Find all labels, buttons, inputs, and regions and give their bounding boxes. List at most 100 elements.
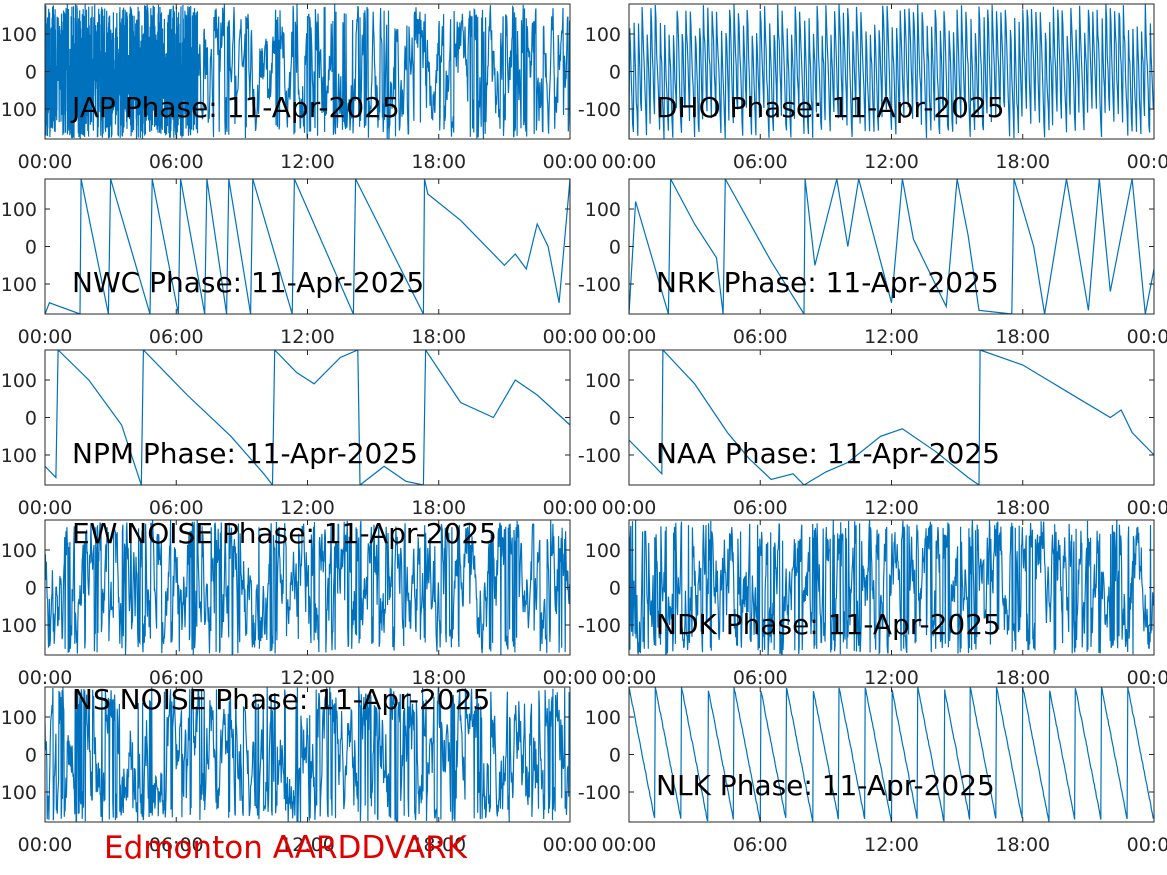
y-tick-label: 100 — [1, 199, 37, 221]
x-tick-label: 18:00 — [411, 667, 466, 689]
y-tick-label: 0 — [25, 237, 37, 259]
x-tick-label: 00:00 — [543, 834, 598, 856]
y-tick-label: 100 — [585, 540, 621, 562]
y-tick-label: 0 — [609, 408, 621, 430]
y-tick-label: -100 — [578, 782, 621, 804]
phase-series-line — [45, 687, 570, 822]
x-tick-label: 12:00 — [864, 834, 919, 856]
y-tick-label: 0 — [609, 745, 621, 767]
x-tick-label: 06:00 — [149, 497, 204, 519]
x-tick-label: 00:00 — [1127, 326, 1167, 348]
phase-panel: 00:00 06:00 12:00 18:00 00:00 100 0 -100 NDK Pha… — [578, 519, 1167, 689]
x-tick-label: 00:00 — [543, 667, 598, 689]
x-tick-label: 00:00 — [1127, 834, 1167, 856]
x-tick-label: 00:00 — [18, 326, 73, 348]
x-tick-label: 18:00 — [995, 151, 1050, 173]
y-tick-label: 100 — [585, 24, 621, 46]
panel-title: NRK Phase: 11-Apr-2025 — [656, 266, 999, 299]
y-tick-label: 100 — [585, 370, 621, 392]
x-tick-label: 00:00 — [18, 834, 73, 856]
panel-title: JAP Phase: 11-Apr-2025 — [70, 91, 400, 124]
panel-title: NLK Phase: 11-Apr-2025 — [656, 769, 995, 802]
x-tick-label: 12:00 — [280, 497, 335, 519]
x-tick-label: 12:00 — [280, 326, 335, 348]
phase-panel: 00:00 06:00 12:00 18:00 00:00 100 0 -100 NWC Pha… — [0, 178, 598, 348]
x-tick-label: 12:00 — [280, 151, 335, 173]
y-tick-label: -100 — [0, 445, 37, 467]
phase-panel: 00:00 06:00 12:00 18:00 00:00 100 0 -100 EW NOIS… — [0, 517, 597, 689]
x-tick-label: 00:00 — [602, 326, 657, 348]
phase-panel: 00:00 06:00 12:00 18:00 00:00 100 0 -100 NPM Pha… — [0, 349, 598, 519]
x-tick-label: 00:00 — [543, 497, 598, 519]
y-tick-label: -100 — [0, 782, 37, 804]
panel-title: NDK Phase: 11-Apr-2025 — [656, 608, 1001, 641]
x-tick-label: 00:00 — [18, 151, 73, 173]
y-tick-label: 100 — [585, 707, 621, 729]
panel-title: NAA Phase: 11-Apr-2025 — [656, 437, 1000, 470]
x-tick-label: 06:00 — [733, 834, 788, 856]
x-tick-label: 18:00 — [411, 834, 466, 856]
phase-panel: 00:00 06:00 12:00 18:00 00:00 100 0 -100 NRK Pha… — [578, 178, 1167, 348]
y-tick-label: 0 — [25, 745, 37, 767]
y-tick-label: -100 — [0, 615, 37, 637]
x-tick-label: 18:00 — [995, 834, 1050, 856]
phase-series-line — [629, 350, 1154, 485]
phase-panel: 00:00 06:00 12:00 18:00 00:00 100 0 -100 NS NOIS… — [0, 683, 597, 856]
x-tick-label: 18:00 — [995, 326, 1050, 348]
x-tick-label: 00:00 — [602, 497, 657, 519]
phase-series-line — [45, 179, 570, 314]
x-tick-label: 00:00 — [543, 326, 598, 348]
x-tick-label: 18:00 — [411, 326, 466, 348]
y-tick-label: 100 — [1, 24, 37, 46]
y-tick-label: -100 — [578, 274, 621, 296]
panel-title: EW NOISE Phase: 11-Apr-2025 — [72, 517, 497, 550]
phase-series-line — [629, 4, 1154, 139]
x-tick-label: 00:00 — [602, 151, 657, 173]
panel-title: NWC Phase: 11-Apr-2025 — [72, 266, 424, 299]
x-tick-label: 18:00 — [995, 667, 1050, 689]
y-tick-label: 0 — [609, 237, 621, 259]
x-tick-label: 06:00 — [149, 834, 204, 856]
y-tick-label: 0 — [25, 62, 37, 84]
x-tick-label: 06:00 — [149, 326, 204, 348]
x-tick-label: 18:00 — [995, 497, 1050, 519]
phase-series-line — [45, 4, 570, 139]
y-tick-label: -100 — [578, 615, 621, 637]
x-tick-label: 00:00 — [18, 497, 73, 519]
phase-series-line — [45, 350, 570, 485]
x-tick-label: 06:00 — [733, 151, 788, 173]
x-tick-label: 00:00 — [18, 667, 73, 689]
y-tick-label: 100 — [1, 370, 37, 392]
x-tick-label: 06:00 — [149, 667, 204, 689]
phase-panel: 00:00 06:00 12:00 18:00 00:00 100 0 -100 JAP Pha… — [0, 3, 598, 173]
x-tick-label: 06:00 — [733, 326, 788, 348]
x-tick-label: 06:00 — [733, 667, 788, 689]
x-tick-label: 00:00 — [1127, 667, 1167, 689]
y-tick-label: 100 — [1, 707, 37, 729]
phase-series-line — [629, 179, 1154, 314]
y-tick-label: -100 — [578, 99, 621, 121]
y-tick-label: -100 — [578, 445, 621, 467]
phase-panel: 00:00 06:00 12:00 18:00 00:00 100 0 -100 DHO Pha… — [578, 3, 1167, 173]
y-tick-label: 100 — [1, 540, 37, 562]
x-tick-label: 00:00 — [602, 834, 657, 856]
panel-title: DHO Phase: 11-Apr-2025 — [656, 91, 1005, 124]
x-tick-label: 00:00 — [1127, 497, 1167, 519]
phase-series-line — [45, 520, 570, 655]
y-tick-label: -100 — [0, 99, 37, 121]
panel-title: NS NOISE Phase: 11-Apr-2025 — [72, 683, 490, 716]
x-tick-label: 00:00 — [602, 667, 657, 689]
y-tick-label: 0 — [25, 578, 37, 600]
x-tick-label: 12:00 — [280, 834, 335, 856]
station-label: Edmonton AARDDVARK — [104, 830, 468, 866]
x-tick-label: 12:00 — [864, 151, 919, 173]
x-tick-label: 12:00 — [864, 667, 919, 689]
y-tick-label: 0 — [609, 62, 621, 84]
y-tick-label: 0 — [25, 408, 37, 430]
x-tick-label: 00:00 — [543, 151, 598, 173]
x-tick-label: 12:00 — [864, 326, 919, 348]
y-tick-label: -100 — [0, 274, 37, 296]
y-tick-label: 0 — [609, 578, 621, 600]
x-tick-label: 18:00 — [411, 497, 466, 519]
